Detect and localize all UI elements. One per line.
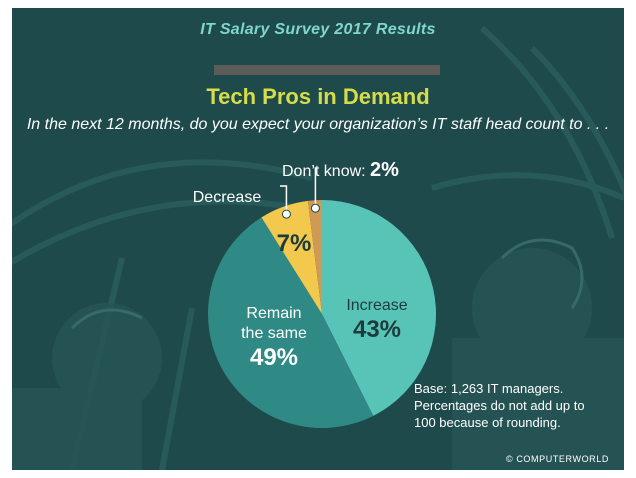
footnote-line-2: Percentages do not add up to (414, 398, 585, 413)
pie-slice-increase (322, 200, 436, 416)
base-footnote: Base: 1,263 IT managers. Percentages do … (414, 380, 624, 431)
slice-value-increase: 43% (352, 316, 402, 343)
slice-label-increase: Increase 43% (332, 296, 422, 344)
slice-value-dont-know: 2% (370, 159, 399, 181)
publisher-credit: © COMPUTERWORLD (506, 454, 609, 464)
infographic-panel: IT Salary Survey 2017 Results Tech Pros … (12, 8, 624, 470)
slice-value-decrease: 7% (274, 230, 314, 258)
pie-chart (208, 167, 436, 428)
title-divider (214, 65, 440, 75)
survey-question: In the next 12 months, do you expect you… (26, 116, 610, 133)
pie-slice-decrease (261, 200, 322, 314)
leader-line-dont-know (314, 167, 317, 209)
leader-dot-dont-know (310, 203, 320, 213)
leader-line-decrease (280, 185, 288, 215)
slice-value-remain: 49% (249, 344, 299, 371)
pie-slice-remain (208, 217, 374, 428)
slice-name-dont-know: Don’t know: (282, 163, 366, 180)
chart-title: Tech Pros in Demand (206, 84, 430, 109)
leader-dot-decrease (281, 209, 291, 219)
background-illustration (12, 25, 624, 470)
slice-label-remain: Remain the same 49% (226, 304, 322, 372)
slice-name-increase: Increase (346, 297, 408, 314)
slice-label-dont-know: Don’t know: 2% (282, 156, 432, 184)
slice-name-decrease: Decrease (192, 189, 262, 206)
pie-slice-dont-know (307, 199, 322, 314)
slice-name-remain-line2: the same (241, 325, 307, 342)
slice-name-remain-line1: Remain (246, 305, 302, 322)
slice-value-decrease-text: 7% (276, 230, 312, 257)
footnote-line-1: Base: 1,263 IT managers. (414, 381, 564, 396)
footnote-line-3: 100 because of rounding. (414, 415, 561, 430)
survey-header: IT Salary Survey 2017 Results (200, 21, 436, 38)
slice-label-decrease: Decrease (182, 188, 272, 208)
